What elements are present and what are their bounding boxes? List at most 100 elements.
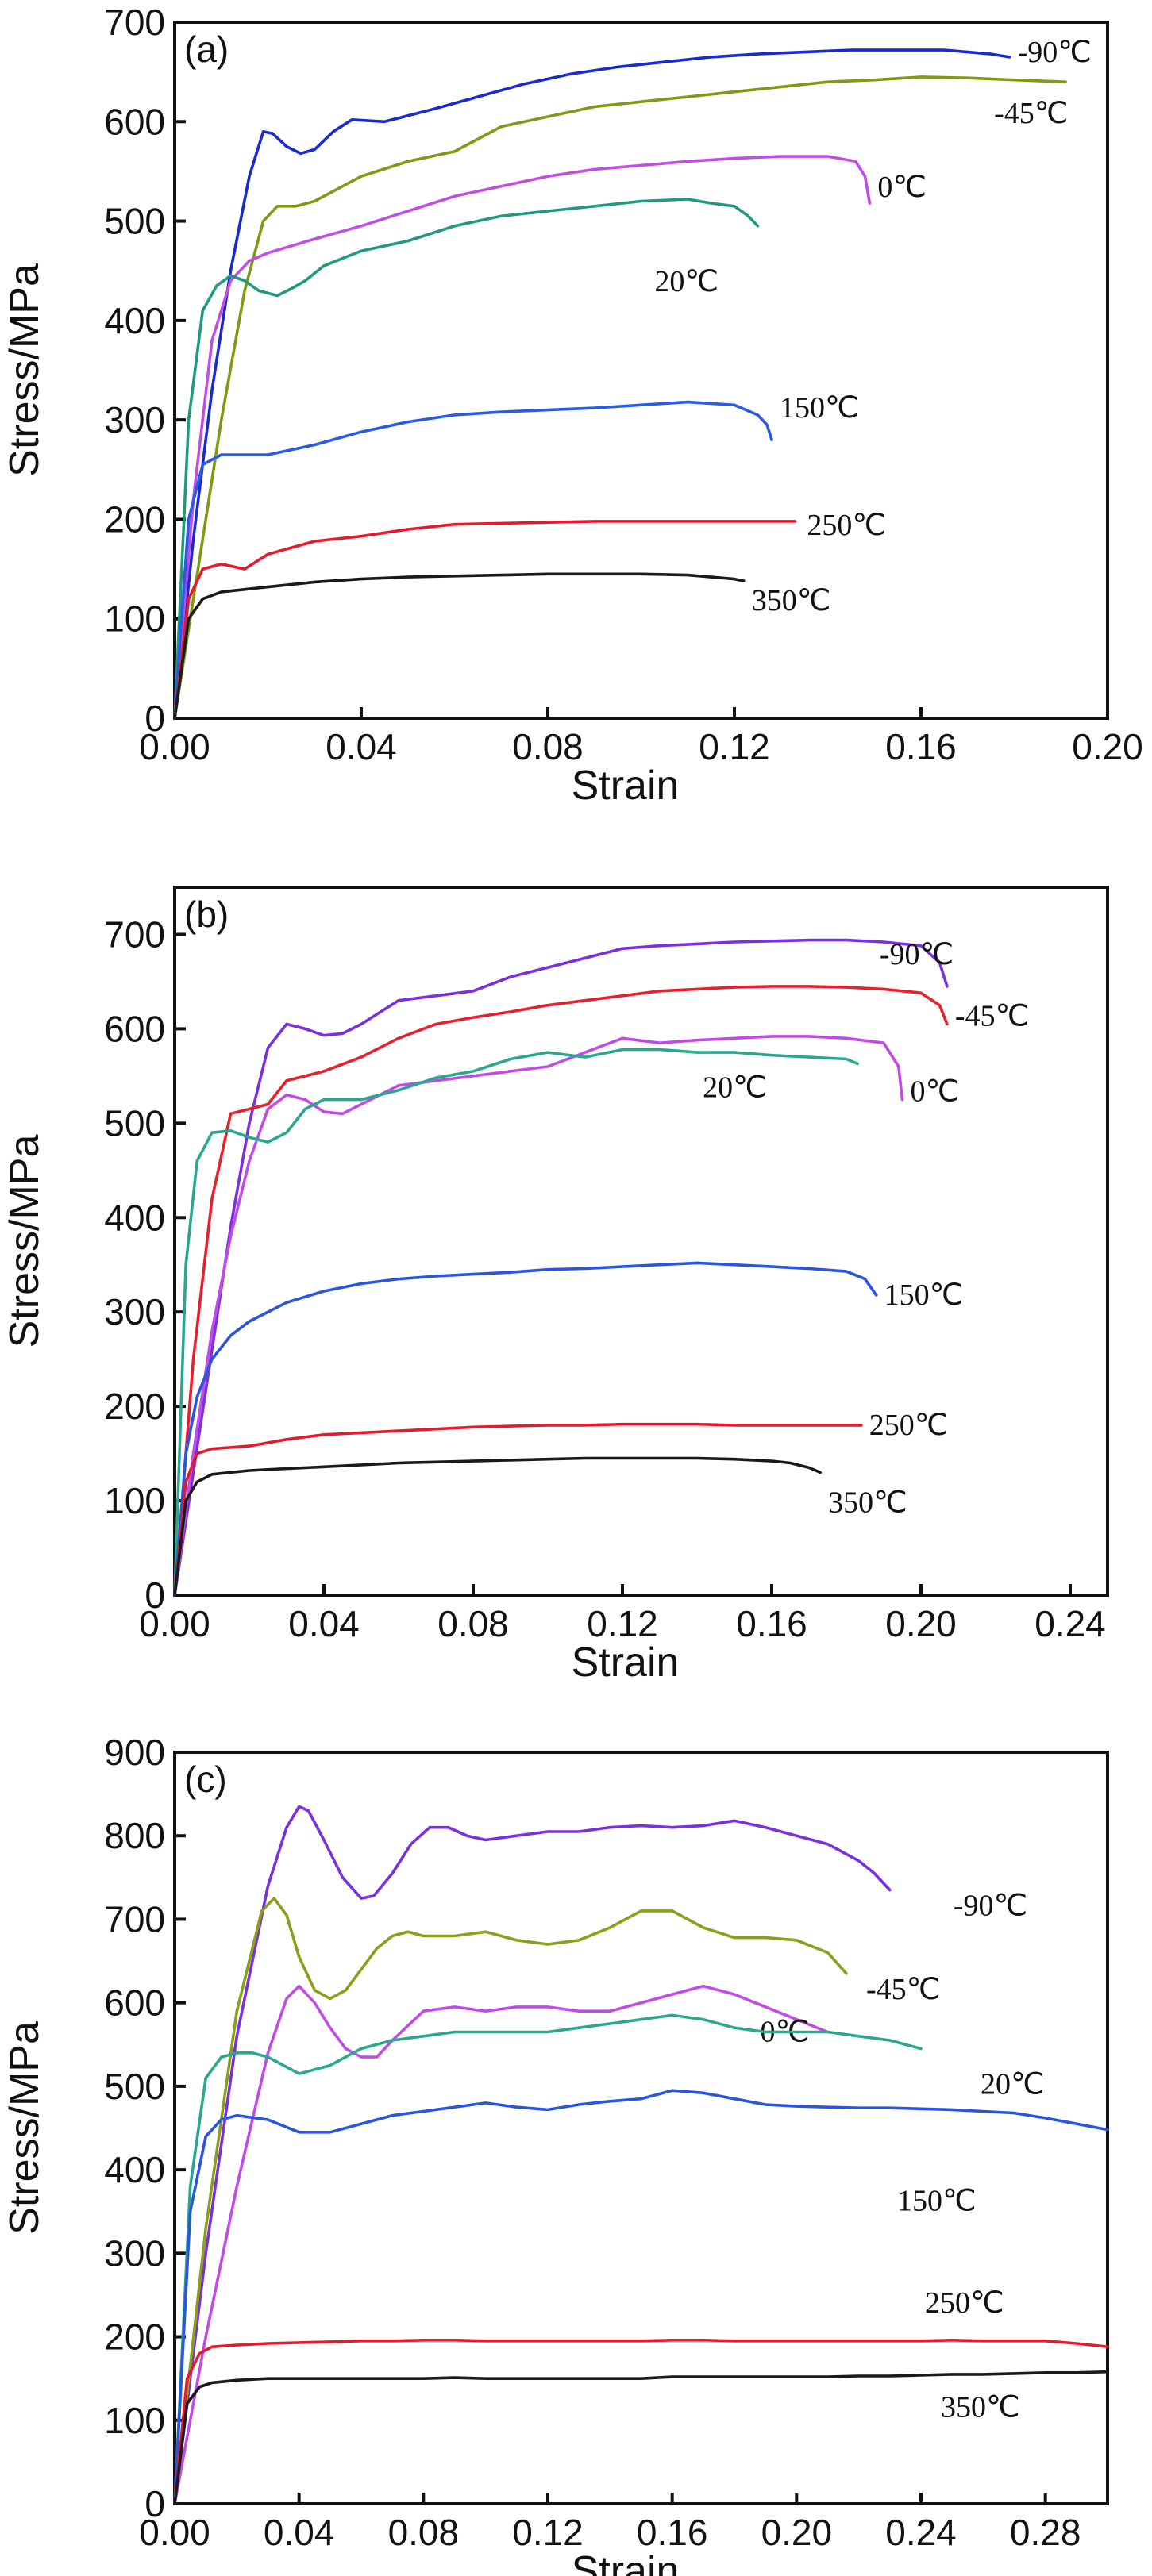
y-tick-label: 0 <box>144 1574 165 1616</box>
series-label-5: 250℃ <box>925 2286 1004 2320</box>
y-tick-label: 600 <box>104 1982 165 2024</box>
x-axis-title: Strain <box>572 763 680 809</box>
y-tick-label: 0 <box>144 2483 165 2524</box>
plot-frame <box>173 886 1109 1597</box>
panel-label: (b) <box>184 894 229 935</box>
panel-b: 0 100 200 300 400 500 600 700 0.00 0.04 0.08 0.12 0.… <box>2 886 1109 1686</box>
series-line-0 <box>173 1805 892 2505</box>
plot-frame <box>173 21 1109 720</box>
y-tick-label: 400 <box>104 2149 165 2190</box>
series-label-4: 150℃ <box>780 391 859 425</box>
series-label-0: -90℃ <box>954 1890 1027 1923</box>
y-tick-label: 700 <box>104 1898 165 1940</box>
series-line-3 <box>173 1048 859 1597</box>
x-tick-label: 0.16 <box>736 1603 807 1644</box>
x-tick-label: 0.00 <box>139 2512 210 2553</box>
x-axis-title: Strain <box>572 1640 680 1686</box>
x-tick-label: 0.12 <box>699 726 770 767</box>
y-axis-title: Stress/MPa <box>2 263 48 477</box>
y-tick-label: 500 <box>104 201 165 242</box>
series-label-0: -90℃ <box>880 938 954 971</box>
y-tick-label: 500 <box>104 2066 165 2107</box>
series-line-4 <box>173 2089 1109 2505</box>
y-tick-label: 500 <box>104 1102 165 1144</box>
series-label-1: -45℃ <box>955 999 1029 1032</box>
y-tick-label: 200 <box>104 2316 165 2358</box>
series-line-3 <box>173 2013 923 2505</box>
series-line-5 <box>173 2339 1109 2505</box>
y-tick-label: 600 <box>104 101 165 142</box>
x-tick-label: 0.12 <box>512 2512 584 2553</box>
x-tick-label: 0.16 <box>637 2512 708 2553</box>
x-tick-label: 0.08 <box>388 2512 460 2553</box>
series-label-3: 20℃ <box>981 2068 1045 2101</box>
y-tick-label: 600 <box>104 1008 165 1049</box>
panel-c: 0 100 200 300 400 500 600 700 800 900 0.00 0.04 0.08… <box>2 1732 1109 2576</box>
y-axis-title: Stress/MPa <box>2 1135 48 1348</box>
series-label-2: 0℃ <box>911 1075 960 1109</box>
series-label-1: -45℃ <box>994 97 1068 130</box>
series-label-6: 350℃ <box>752 584 831 617</box>
x-tick-label: 0.08 <box>512 726 584 767</box>
series-line-1 <box>173 1897 848 2505</box>
x-tick-label: 0.00 <box>139 1603 210 1644</box>
y-tick-label: 800 <box>104 1815 165 1856</box>
series-label-5: 250℃ <box>869 1409 949 1442</box>
series-line-4 <box>173 400 773 720</box>
y-tick-label: 100 <box>104 2400 165 2441</box>
panel-a: 0 100 200 300 400 500 600 700 0.00 0.04 0.08 0.12 0.… <box>2 2 1143 809</box>
panel-label: (c) <box>184 1759 227 1800</box>
x-tick-label: 0.04 <box>264 2512 335 2553</box>
y-tick-label: 300 <box>104 1291 165 1332</box>
y-tick-label: 100 <box>104 598 165 640</box>
series-line-1 <box>173 75 1067 720</box>
series-line-6 <box>173 2370 1109 2505</box>
x-tick-label: 0.16 <box>885 726 957 767</box>
series-label-3: 20℃ <box>703 1071 767 1104</box>
series-label-4: 150℃ <box>897 2185 977 2218</box>
series-line-2 <box>173 1035 904 1597</box>
x-tick-label: 0.28 <box>1010 2512 1081 2553</box>
series-label-3: 20℃ <box>654 265 719 298</box>
series-line-0 <box>173 48 1011 720</box>
x-tick-label: 0.20 <box>1072 726 1143 767</box>
y-tick-label: 700 <box>104 2 165 43</box>
x-tick-label: 0.20 <box>885 1603 957 1644</box>
series-line-0 <box>173 938 949 1597</box>
series-line-2 <box>173 155 872 720</box>
series-line-6 <box>173 1456 822 1597</box>
series-line-1 <box>173 985 949 1597</box>
series-line-5 <box>173 1422 863 1597</box>
series-label-0: -90℃ <box>1018 36 1092 69</box>
x-tick-label: 0.04 <box>288 1603 360 1644</box>
series-line-5 <box>173 520 797 720</box>
series-label-6: 350℃ <box>828 1486 907 1519</box>
y-tick-label: 400 <box>104 1197 165 1238</box>
y-tick-label: 900 <box>104 1732 165 1773</box>
plot-frame <box>173 1751 1109 2505</box>
y-tick-label: 100 <box>104 1480 165 1521</box>
series-label-2: 0℃ <box>877 171 927 204</box>
x-tick-label: 0.20 <box>761 2512 833 2553</box>
series-line-4 <box>173 1261 878 1597</box>
series-line-3 <box>173 198 760 720</box>
x-tick-label: 0.12 <box>587 1603 658 1644</box>
y-tick-label: 300 <box>104 2232 165 2274</box>
panel-label: (a) <box>184 29 229 70</box>
series-line-2 <box>173 1984 830 2505</box>
series-label-5: 250℃ <box>807 509 886 542</box>
x-tick-label: 0.04 <box>326 726 397 767</box>
y-tick-label: 200 <box>104 498 165 540</box>
y-tick-label: 200 <box>104 1386 165 1427</box>
y-tick-label: 700 <box>104 913 165 955</box>
y-tick-label: 400 <box>104 300 165 341</box>
x-tick-label: 0.24 <box>1034 1603 1106 1644</box>
x-axis-title: Strain <box>572 2548 680 2576</box>
x-tick-label: 0.00 <box>139 726 210 767</box>
y-tick-label: 0 <box>144 698 165 739</box>
y-axis-title: Stress/MPa <box>2 2021 48 2235</box>
x-tick-label: 0.24 <box>885 2512 957 2553</box>
series-label-1: -45℃ <box>866 1973 940 2006</box>
y-tick-label: 300 <box>104 399 165 440</box>
